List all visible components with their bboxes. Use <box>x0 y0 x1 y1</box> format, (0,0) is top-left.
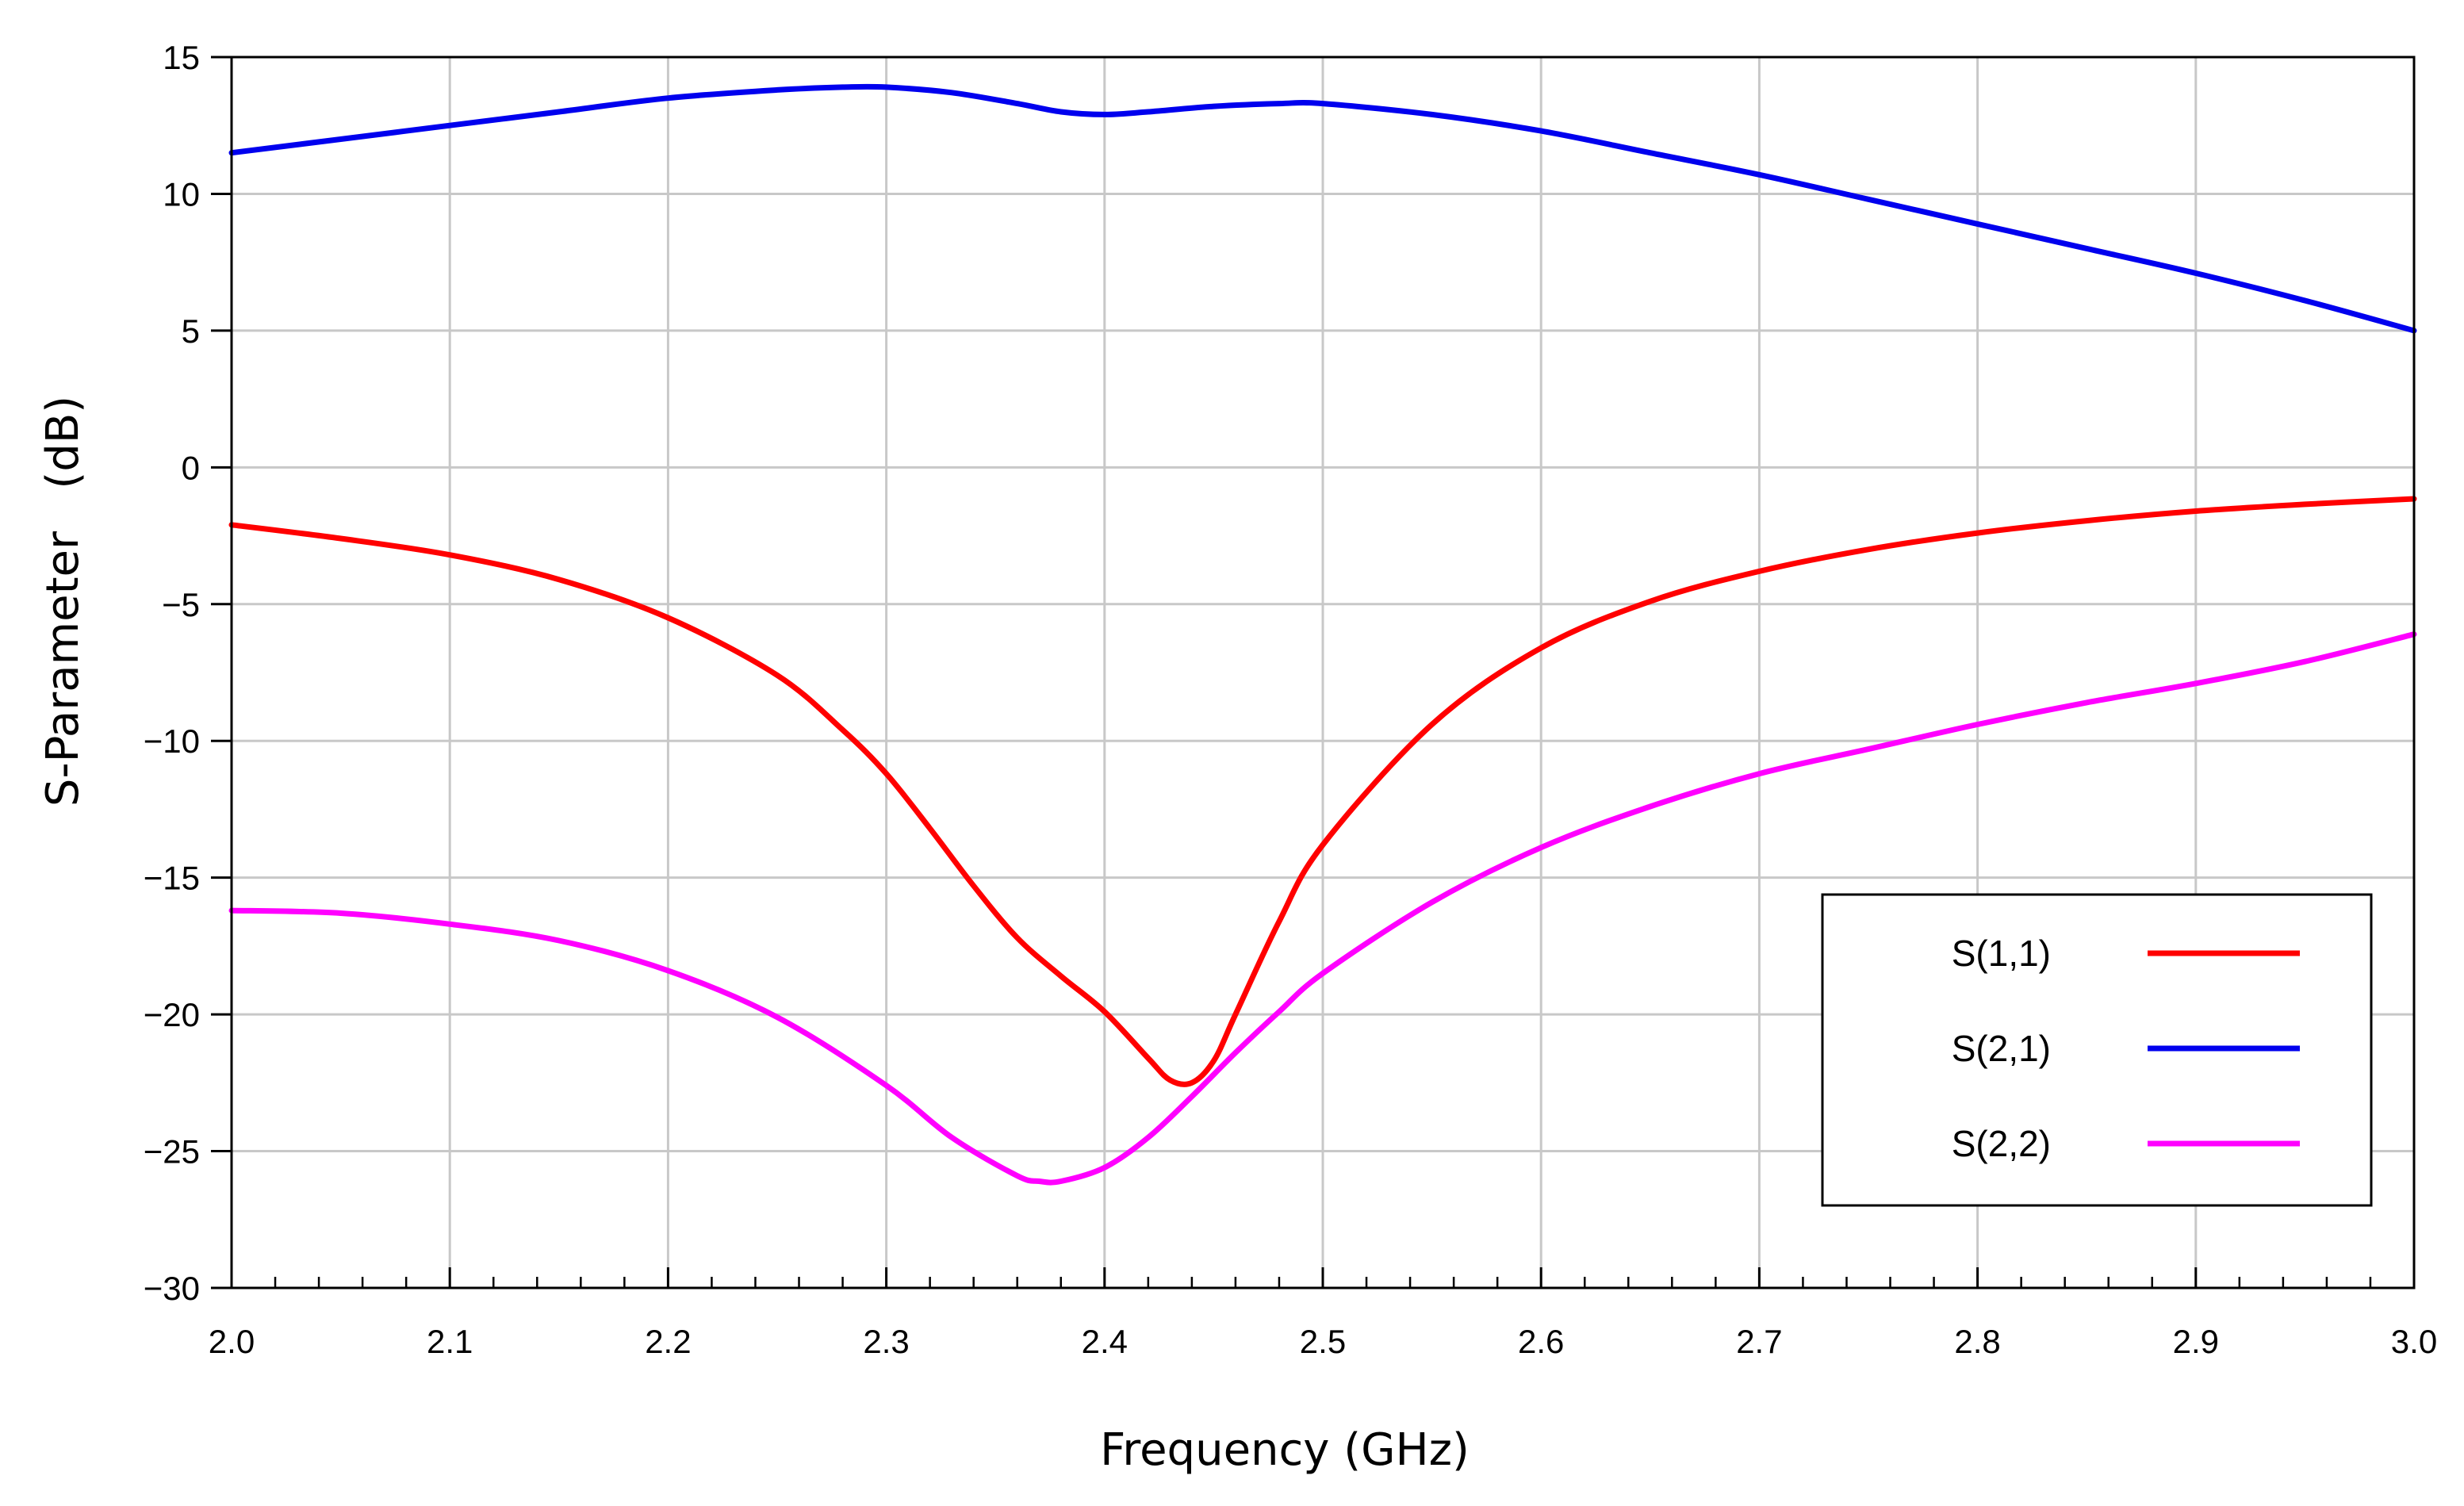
tick-labels: 2.0 2.1 2.2 2.3 2.4 2.5 2.6 2.7 2.8 2.9 3.0 15 10 5 0 −… <box>144 39 2437 1360</box>
x-tick-label: 2.1 <box>427 1323 473 1360</box>
series-line-s22 <box>228 631 2417 1186</box>
y-tick-label: −30 <box>144 1270 200 1307</box>
x-tick-label: 2.4 <box>1082 1323 1128 1360</box>
series-line-s11 <box>228 496 2417 1087</box>
series-line-s21 <box>228 83 2417 334</box>
legend-label-s21: S(2,1) <box>1952 1028 2051 1069</box>
y-tick-label: 0 <box>182 449 200 486</box>
y-tick-label: −25 <box>144 1133 200 1171</box>
y-tick-label: 15 <box>163 39 200 76</box>
ticks <box>211 56 2416 1289</box>
y-tick-label: −20 <box>144 996 200 1033</box>
x-tick-label: 2.6 <box>1518 1323 1564 1360</box>
grid <box>232 57 2414 1288</box>
y-tick-label: −5 <box>162 586 200 623</box>
x-tick-label: 2.3 <box>863 1323 909 1360</box>
x-tick-label: 2.2 <box>645 1323 691 1360</box>
x-tick-label: 3.0 <box>2391 1323 2437 1360</box>
x-tick-label: 2.7 <box>1736 1323 1782 1360</box>
x-tick-label: 2.8 <box>1954 1323 2000 1360</box>
legend-label-s22: S(2,2) <box>1952 1123 2051 1164</box>
y-tick-label: −15 <box>144 860 200 897</box>
y-tick-label: −10 <box>144 722 200 760</box>
series-layer <box>228 83 2417 1186</box>
legend-label-s11: S(1,1) <box>1952 933 2051 974</box>
x-axis-title: Frequency (GHz) <box>1100 1424 1470 1476</box>
x-tick-label: 2.9 <box>2173 1323 2219 1360</box>
y-axis-title: S-Parameter (dB) <box>37 396 89 807</box>
y-tick-label: 5 <box>182 312 200 350</box>
x-tick-label: 2.5 <box>1300 1323 1346 1360</box>
y-tick-label: 10 <box>163 175 200 213</box>
x-tick-label: 2.0 <box>209 1323 255 1360</box>
legend: S(1,1) S(2,1) S(2,2) <box>1821 893 2373 1207</box>
